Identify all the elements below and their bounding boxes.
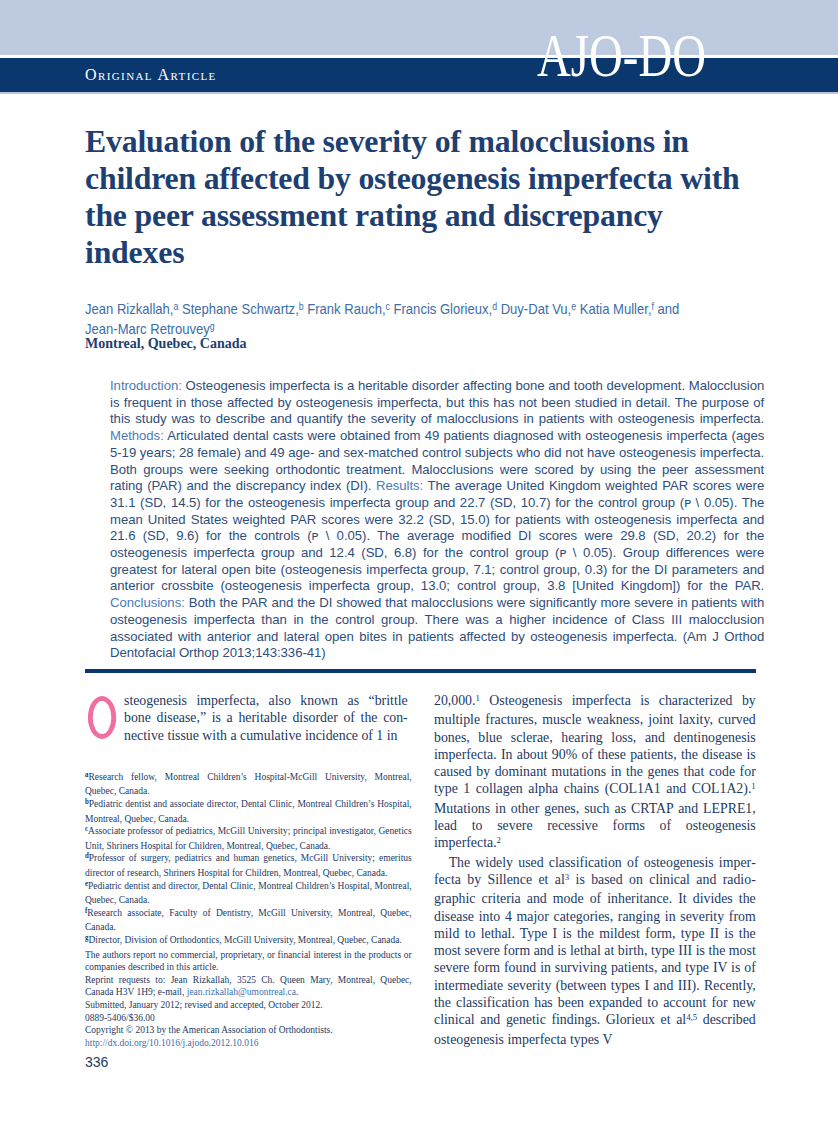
- author-list: Jean Rizkallah,a Stephane Schwartz,b Fra…: [85, 300, 703, 340]
- footnotes-block: aResearch fellow, Montreal Children’s Ho…: [85, 770, 412, 1048]
- article-title: Evaluation of the severity of malocclusi…: [85, 123, 750, 271]
- footnote: 0889-5406/$36.00: [85, 1011, 412, 1024]
- article-content: Evaluation of the severity of malocclusi…: [85, 123, 756, 1070]
- footnote: aResearch fellow, Montreal Children’s Ho…: [85, 770, 412, 797]
- footnote: Copyright © 2013 by the American Associa…: [85, 1023, 412, 1036]
- footnote: ePediatric dentist and director, Dental …: [85, 879, 412, 906]
- footnote: cAssociate professor of pediatrics, McGi…: [85, 824, 412, 851]
- abstract-paragraph: Introduction: Osteogenesis imperfecta is…: [110, 378, 764, 662]
- footnote: dProfessor of surgery, pediatrics and hu…: [85, 851, 412, 878]
- two-column-body: steogenesis imperfecta, also known as “b…: [85, 692, 756, 1070]
- footnote: bPediatric dentist and associate directo…: [85, 797, 412, 824]
- body-paragraph-1: 20,000.1 Osteogenesis imperfecta is char…: [434, 692, 756, 854]
- right-column: 20,000.1 Osteogenesis imperfecta is char…: [434, 692, 756, 1070]
- masthead-light-band: [0, 0, 838, 55]
- masthead-navy-band: Original Article: [0, 58, 838, 92]
- footnote: fResearch associate, Faculty of Dentistr…: [85, 906, 412, 933]
- body-paragraph-2: The widely used classification of osteog…: [434, 854, 756, 1048]
- journal-logo: AJO-DO: [537, 25, 706, 88]
- footnote: gDirector, Division of Orthodontics, McG…: [85, 933, 412, 948]
- left-column: steogenesis imperfecta, also known as “b…: [85, 692, 412, 1070]
- lead-paragraph: steogenesis imperfecta, also known as “b…: [85, 692, 408, 744]
- section-divider: [85, 669, 756, 673]
- footnote: The authors report no commercial, propri…: [85, 948, 412, 973]
- lead-text: steogenesis imperfecta, also known as “b…: [124, 692, 408, 743]
- footnote: Submitted, January 2012; revised and acc…: [85, 998, 412, 1011]
- footnote: Reprint requests to: Jean Rizkallah, 352…: [85, 973, 412, 998]
- masthead-underline: [0, 92, 838, 94]
- page-number: 336: [85, 1054, 412, 1070]
- dropcap-o-icon: [88, 696, 116, 739]
- journal-page: Original Article AJO-DO Evaluation of th…: [0, 0, 838, 1122]
- section-label: Original Article: [85, 58, 217, 92]
- footnote: http://dx.doi.org/10.1016/j.ajodo.2012.1…: [85, 1036, 412, 1049]
